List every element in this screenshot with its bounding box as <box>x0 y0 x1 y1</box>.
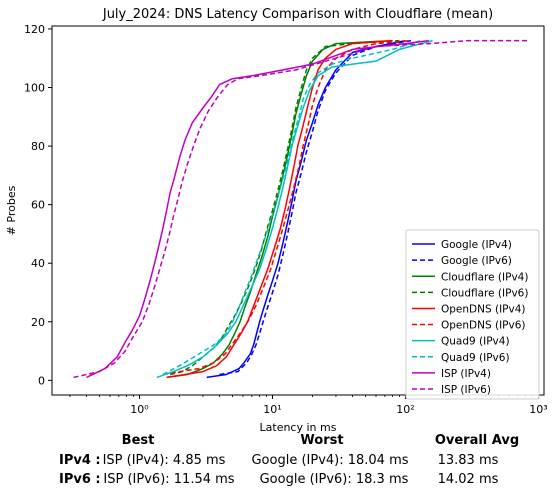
legend-label-8: ISP (IPv4) <box>441 368 491 380</box>
legend-label-5: OpenDNS (IPv6) <box>441 320 526 332</box>
y-tick-label-5: 100 <box>24 82 45 95</box>
legend-label-2: Cloudflare (IPv4) <box>441 271 528 283</box>
series-line-1 <box>219 39 412 376</box>
x-axis-label: Latency in ms <box>260 421 337 434</box>
legend-label-4: OpenDNS (IPv4) <box>441 303 526 315</box>
x-tick-label-2: 10² <box>396 403 414 416</box>
series-line-2 <box>166 39 393 379</box>
y-tick-label-0: 0 <box>38 374 45 387</box>
x-tick-label-1: 10¹ <box>263 403 281 416</box>
plot-frame <box>51 25 545 396</box>
series-line-4 <box>166 39 393 379</box>
series-line-9 <box>73 39 530 379</box>
legend-label-3: Cloudflare (IPv6) <box>441 287 528 299</box>
y-tick-label-4: 80 <box>31 140 45 153</box>
y-tick-label-3: 60 <box>31 199 45 212</box>
series-line-6 <box>156 39 433 379</box>
y-axis-label: # Probes <box>5 185 18 235</box>
y-tick-label-2: 40 <box>31 257 45 270</box>
legend-label-0: Google (IPv4) <box>441 239 512 251</box>
y-tick-label-6: 120 <box>24 23 45 36</box>
y-tick-label-1: 20 <box>31 316 45 329</box>
x-tick-label-0: 10⁰ <box>130 403 149 416</box>
series-line-0 <box>206 39 406 379</box>
series-line-5 <box>162 39 412 376</box>
series-line-7 <box>162 39 421 376</box>
chart-title: July_2024: DNS Latency Comparison with C… <box>102 7 493 22</box>
legend-label-9: ISP (IPv6) <box>441 384 491 396</box>
legend-label-1: Google (IPv6) <box>441 255 512 267</box>
x-tick-label-3: 10³ <box>529 403 547 416</box>
legend-label-7: Quad9 (IPv6) <box>441 352 510 364</box>
legend-label-6: Quad9 (IPv4) <box>441 336 510 348</box>
legend-box <box>405 229 540 400</box>
series-line-8 <box>86 39 429 379</box>
